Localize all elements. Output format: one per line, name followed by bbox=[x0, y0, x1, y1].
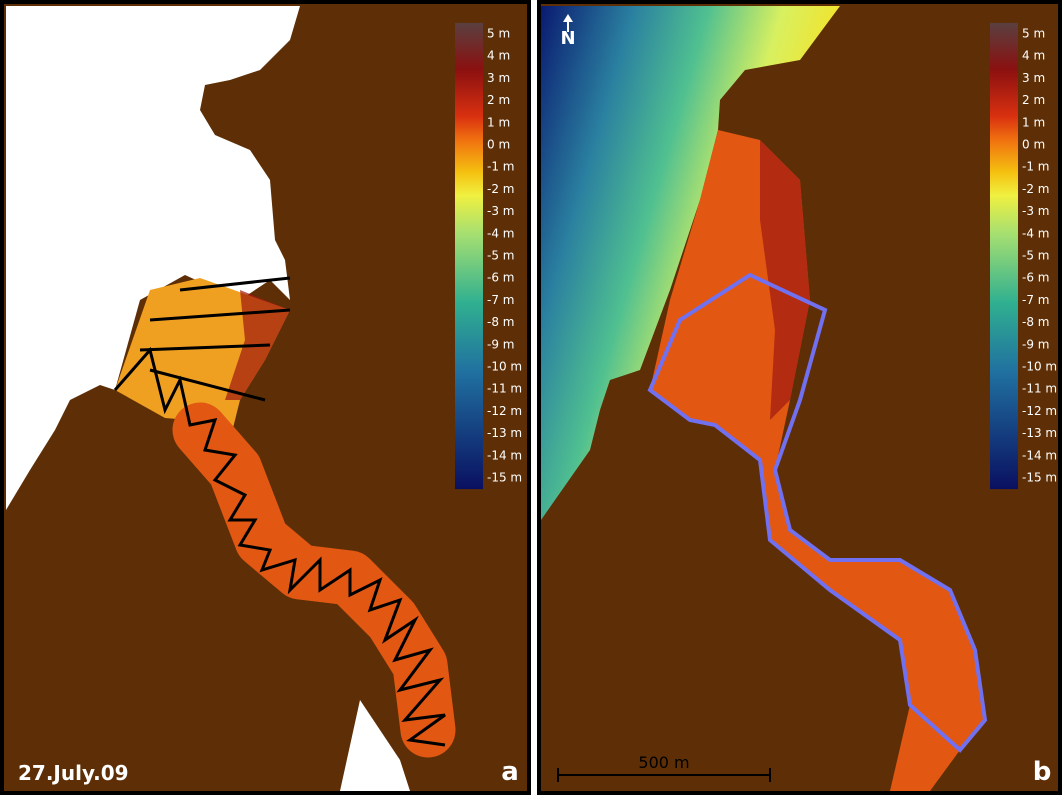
colorbar-label: -4 m bbox=[1022, 226, 1049, 240]
north-label: N bbox=[560, 28, 575, 49]
colorbar-label: -2 m bbox=[487, 182, 514, 196]
figure: 500 m N 27.July.09 a b 5 m 4 m 3 m 2 m 1 m 0 … bbox=[0, 0, 1062, 795]
colorbar-label: -14 m bbox=[487, 448, 522, 462]
panel-label: a bbox=[501, 757, 519, 787]
colorbar-label: -6 m bbox=[487, 271, 514, 285]
colorbar-label: -7 m bbox=[1022, 293, 1049, 307]
colorbar-label: -12 m bbox=[487, 404, 522, 418]
colorbar-label: -3 m bbox=[487, 204, 514, 218]
colorbar-label: 1 m bbox=[487, 115, 510, 129]
colorbar-label: 4 m bbox=[487, 49, 510, 63]
colorbar-label: 5 m bbox=[487, 27, 510, 41]
colorbar-label: -10 m bbox=[1022, 360, 1057, 374]
colorbar-label: -1 m bbox=[487, 160, 514, 174]
colorbar-label: -1 m bbox=[1022, 160, 1049, 174]
colorbar-label: -13 m bbox=[487, 426, 522, 440]
colorbar-label: 3 m bbox=[1022, 71, 1045, 85]
colorbar-label: 2 m bbox=[1022, 93, 1045, 107]
colorbar-label: -8 m bbox=[1022, 315, 1049, 329]
colorbar-label: -9 m bbox=[487, 337, 514, 351]
colorbar-label: 3 m bbox=[487, 71, 510, 85]
colorbar-label: -15 m bbox=[487, 471, 522, 485]
colorbar-label: -9 m bbox=[1022, 337, 1049, 351]
colorbar bbox=[455, 23, 483, 489]
panel-label: b bbox=[1033, 757, 1052, 787]
colorbar-label: -6 m bbox=[1022, 271, 1049, 285]
colorbar-label: 2 m bbox=[487, 93, 510, 107]
colorbar-label: -7 m bbox=[487, 293, 514, 307]
page: {"panels": [ {"label": "a", "date": "27.… bbox=[0, 0, 1062, 795]
colorbar-label: -12 m bbox=[1022, 404, 1057, 418]
colorbar-label: -14 m bbox=[1022, 448, 1057, 462]
colorbar-label: -5 m bbox=[1022, 249, 1049, 263]
colorbar-label: 0 m bbox=[1022, 138, 1045, 152]
colorbar-label: -11 m bbox=[487, 382, 522, 396]
colorbar-label: 1 m bbox=[1022, 115, 1045, 129]
colorbar-label: 0 m bbox=[487, 138, 510, 152]
colorbar-label: -11 m bbox=[1022, 382, 1057, 396]
colorbar-label: 5 m bbox=[1022, 27, 1045, 41]
colorbar-label: -4 m bbox=[487, 226, 514, 240]
colorbar-label: -2 m bbox=[1022, 182, 1049, 196]
colorbar-label: -10 m bbox=[487, 360, 522, 374]
colorbar-label: -8 m bbox=[487, 315, 514, 329]
colorbar-label: -13 m bbox=[1022, 426, 1057, 440]
colorbar-label: -15 m bbox=[1022, 471, 1057, 485]
colorbar bbox=[990, 23, 1018, 489]
colorbar-label: -5 m bbox=[487, 249, 514, 263]
scale-label: 500 m bbox=[638, 753, 689, 772]
colorbar-label: -3 m bbox=[1022, 204, 1049, 218]
colorbar-label: 4 m bbox=[1022, 49, 1045, 63]
date-label: 27.July.09 bbox=[18, 761, 129, 785]
